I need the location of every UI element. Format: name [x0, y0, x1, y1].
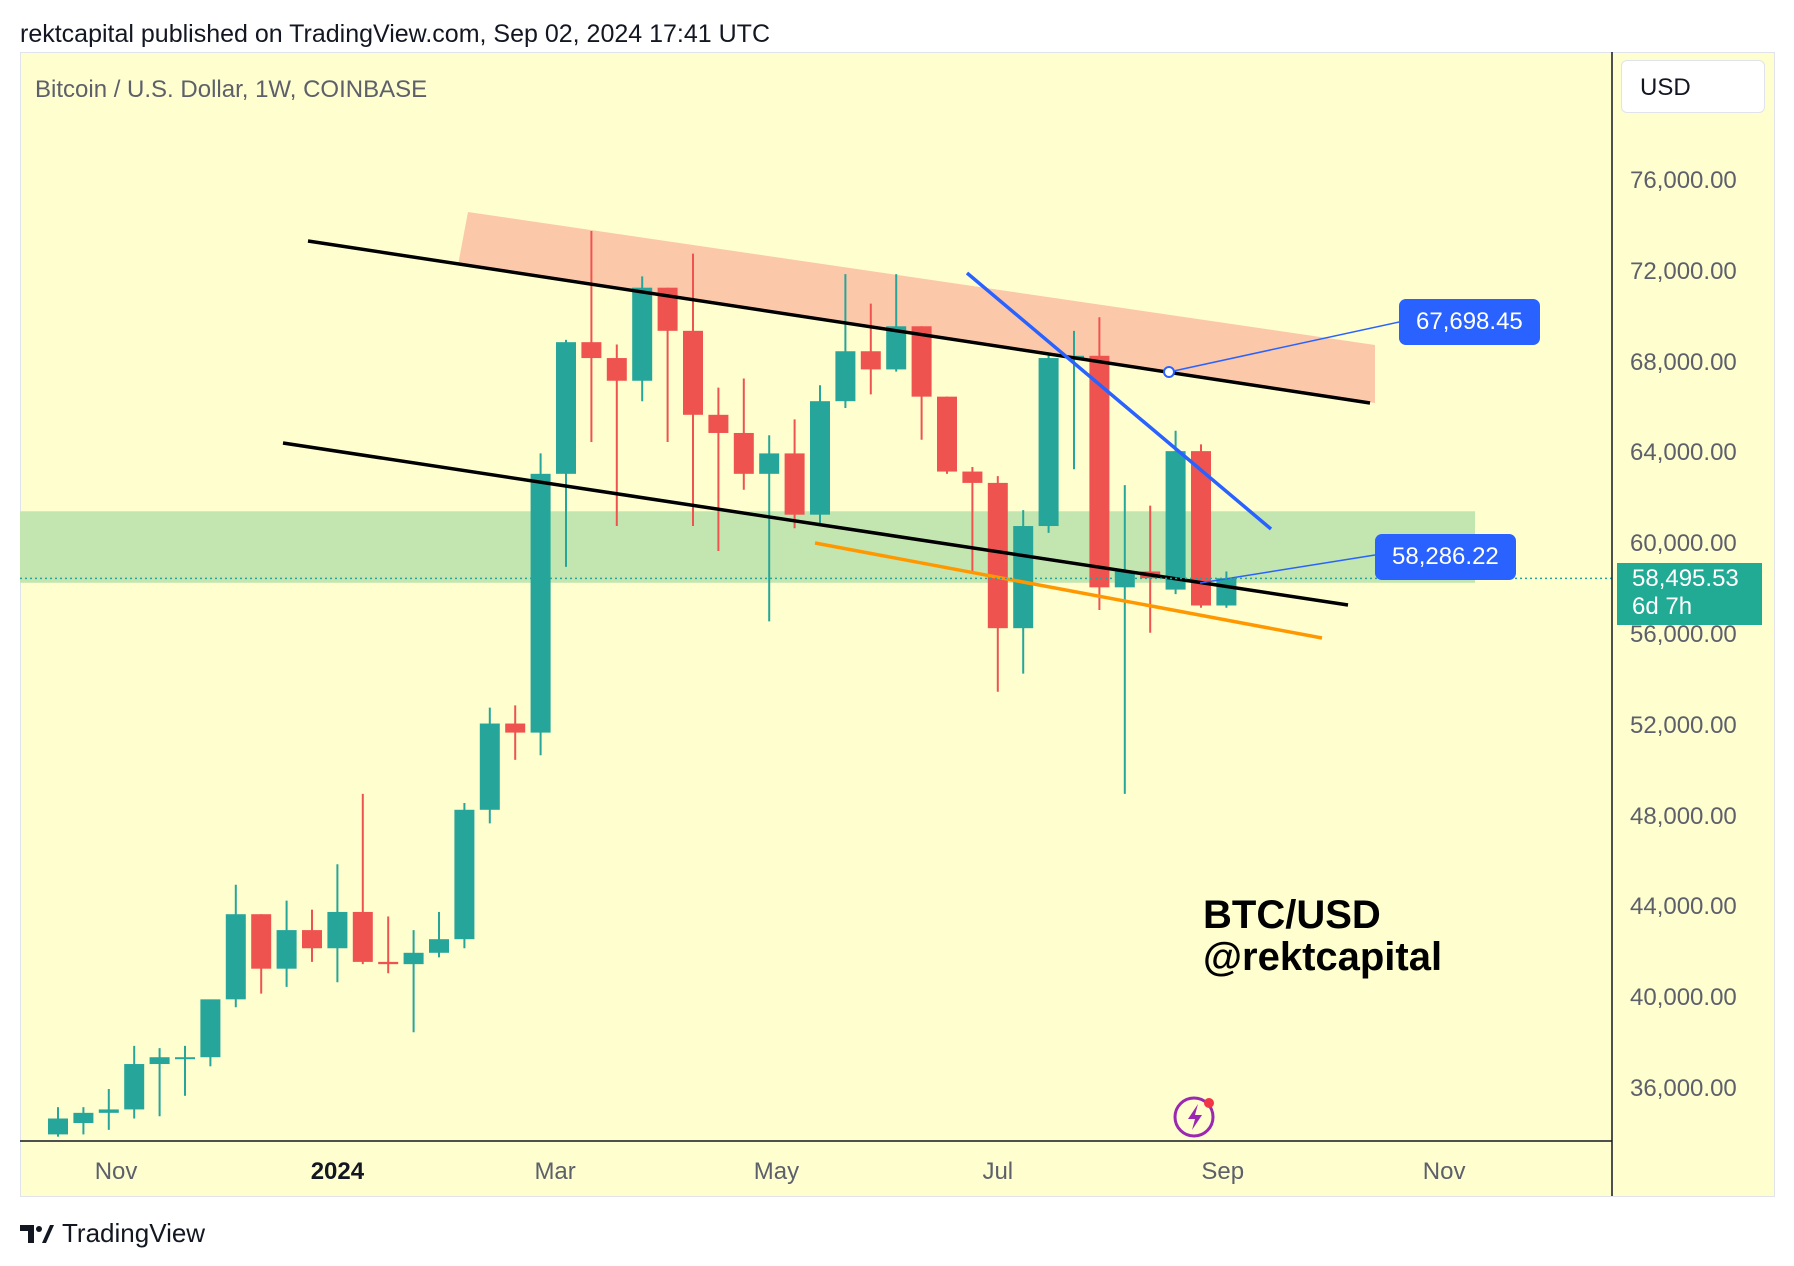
- candle-body[interactable]: [251, 914, 272, 969]
- time-axis-tick-label: Jul: [982, 1158, 1014, 1185]
- candle-body[interactable]: [124, 1064, 145, 1110]
- candle-body[interactable]: [378, 961, 399, 965]
- currency-selector-button[interactable]: USD: [1621, 60, 1765, 113]
- candle-body[interactable]: [1013, 526, 1034, 629]
- time-axis-tick-label: Nov: [94, 1158, 138, 1185]
- candle-body[interactable]: [429, 939, 449, 953]
- candle-body[interactable]: [505, 723, 526, 733]
- candle-body[interactable]: [937, 396, 957, 472]
- candle-body[interactable]: [911, 326, 932, 397]
- price-callout-upper[interactable]: 67,698.45: [1399, 299, 1540, 345]
- price-callout-lower[interactable]: 58,286.22: [1375, 534, 1516, 580]
- price-axis-tick-label: 52,000.00: [1630, 711, 1737, 739]
- candle-body[interactable]: [530, 473, 551, 733]
- time-axis-tick-label: Nov: [1422, 1158, 1466, 1185]
- candle-body[interactable]: [784, 453, 805, 515]
- candle-body[interactable]: [98, 1109, 119, 1113]
- price-axis-tick-label: 44,000.00: [1630, 893, 1737, 921]
- candle-body[interactable]: [225, 914, 246, 1000]
- candle-body[interactable]: [962, 471, 983, 483]
- tradingview-logo-icon: [20, 1224, 54, 1243]
- resistance-zone: [458, 212, 1375, 403]
- watermark-line-1: BTC/USD: [1203, 893, 1381, 937]
- candle-body[interactable]: [683, 330, 703, 415]
- candle-body[interactable]: [556, 342, 576, 474]
- time-axis-tick-label: Mar: [534, 1158, 576, 1185]
- callout-connector-upper: [1168, 321, 1400, 373]
- candle-body[interactable]: [1165, 451, 1186, 590]
- symbol-title[interactable]: Bitcoin / U.S. Dollar, 1W, COINBASE: [35, 76, 428, 103]
- price-axis-tick-label: 40,000.00: [1630, 984, 1737, 1012]
- candle-body[interactable]: [73, 1112, 94, 1124]
- tradingview-brand-text: TradingView: [62, 1218, 206, 1248]
- candle-body[interactable]: [1114, 571, 1135, 588]
- candle-body[interactable]: [657, 287, 678, 331]
- last-price-label: 58,495.53 6d 7h: [1617, 563, 1762, 625]
- last-price-value: 58,495.53: [1632, 565, 1739, 592]
- candle-body[interactable]: [810, 401, 830, 515]
- price-axis-tick-label: 60,000.00: [1630, 530, 1737, 558]
- candle-body[interactable]: [1191, 451, 1211, 606]
- publish-header: rektcapital published on TradingView.com…: [20, 20, 770, 48]
- candle-body[interactable]: [759, 453, 780, 474]
- candle-body[interactable]: [302, 930, 322, 949]
- time-axis-tick-label: May: [753, 1158, 800, 1185]
- candle-body[interactable]: [149, 1057, 170, 1065]
- callout-connector-lower: [1199, 554, 1376, 584]
- candle-body[interactable]: [454, 809, 475, 940]
- price-axis-tick-label: 36,000.00: [1630, 1075, 1737, 1102]
- candle-body[interactable]: [352, 911, 373, 962]
- candle-body[interactable]: [479, 723, 500, 810]
- watermark-line-2: @rektcapital: [1203, 935, 1443, 979]
- candle-body[interactable]: [632, 287, 653, 381]
- price-axis-tick-label: 68,000.00: [1630, 348, 1737, 376]
- candle-body[interactable]: [327, 911, 348, 949]
- candle-body[interactable]: [48, 1118, 68, 1135]
- price-axis-tick-label: 56,000.00: [1630, 621, 1737, 648]
- candle-body[interactable]: [708, 414, 729, 433]
- tradingview-logo[interactable]: TradingView: [20, 1218, 205, 1249]
- candle-body[interactable]: [606, 358, 627, 381]
- candle-body[interactable]: [886, 326, 907, 370]
- price-axis-tick-label: 72,000.00: [1630, 257, 1737, 285]
- candle-body[interactable]: [175, 1057, 195, 1060]
- orange-support-line[interactable]: [814, 541, 1323, 640]
- candle-body[interactable]: [1216, 578, 1237, 606]
- price-axis-tick-label: 76,000.00: [1630, 167, 1737, 194]
- candle-body[interactable]: [835, 351, 856, 402]
- support-zone: [20, 511, 1475, 583]
- time-axis-tick-label: Sep: [1201, 1158, 1245, 1185]
- upper-channel-line[interactable]: [307, 239, 1371, 405]
- price-axis-tick-label: 48,000.00: [1630, 802, 1737, 830]
- candle-body[interactable]: [987, 482, 1008, 629]
- time-axis-tick-label: 2024: [310, 1158, 365, 1185]
- candle-body[interactable]: [860, 351, 881, 370]
- event-lightning-icon[interactable]: [1173, 1096, 1215, 1138]
- chart-watermark: BTC/USD @rektcapital: [1203, 894, 1442, 978]
- descending-trend-line[interactable]: [965, 271, 1273, 531]
- candle-body[interactable]: [1089, 355, 1110, 588]
- candle-body[interactable]: [1038, 358, 1059, 527]
- callout-anchor-upper: [1163, 366, 1175, 378]
- candle-body[interactable]: [581, 342, 602, 359]
- candle-body[interactable]: [200, 999, 221, 1058]
- bar-countdown: 6d 7h: [1632, 593, 1693, 620]
- candle-body[interactable]: [276, 930, 297, 969]
- price-axis-tick-label: 64,000.00: [1630, 439, 1737, 467]
- candle-body[interactable]: [733, 432, 754, 474]
- candle-body[interactable]: [403, 952, 424, 965]
